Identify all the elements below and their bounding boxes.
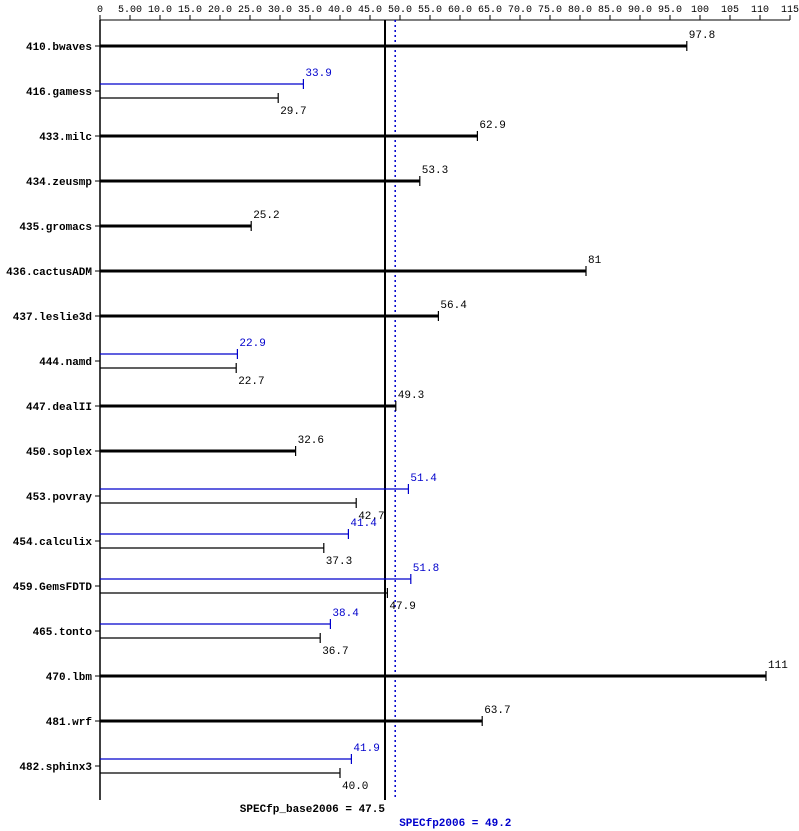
bar-value-label: 41.9: [353, 743, 379, 755]
benchmark-label: 437.leslie3d: [13, 312, 92, 324]
bar-value-label: 63.7: [484, 705, 510, 717]
axis-tick-label: 70.0: [508, 5, 532, 16]
bar-value-label: 38.4: [332, 608, 359, 620]
benchmark-label: 410.bwaves: [26, 42, 92, 54]
axis-tick-label: 110: [751, 5, 769, 16]
benchmark-label: 450.soplex: [26, 447, 92, 459]
spec-benchmark-chart: 0 5.00 10.0 15.0 20.0 25.0 30.0 35.0 40.0 45.0 50.…: [0, 0, 799, 831]
bar-value-label: 47.9: [389, 601, 415, 613]
axis-tick-label: 10.0: [148, 5, 172, 16]
benchmark-label: 416.gamess: [26, 87, 92, 99]
bar-value-label: 62.9: [479, 120, 505, 132]
axis-tick-label: 25.0: [238, 5, 262, 16]
bar-value-label: 32.6: [298, 435, 324, 447]
ref-label-base: SPECfp_base2006 = 47.5: [240, 804, 386, 816]
benchmark-label: 435.gromacs: [19, 222, 92, 234]
benchmark-label: 444.namd: [39, 357, 92, 369]
axis-tick-label: 65.0: [478, 5, 502, 16]
axis-tick-label: 40.0: [328, 5, 352, 16]
bar-value-label: 40.0: [342, 781, 368, 793]
bar-value-label: 37.3: [326, 556, 352, 568]
bar-value-label: 33.9: [305, 68, 331, 80]
axis-tick-label: 15.0: [178, 5, 202, 16]
axis-tick-label: 75.0: [538, 5, 562, 16]
axis-tick-label: 55.0: [418, 5, 442, 16]
benchmark-label: 481.wrf: [46, 717, 93, 729]
axis-tick-label: 90.0: [628, 5, 652, 16]
bar-value-label: 56.4: [440, 300, 467, 312]
ref-label-peak: SPECfp2006 = 49.2: [399, 818, 511, 830]
bar-value-label: 97.8: [689, 30, 715, 42]
axis-tick-label: 85.0: [598, 5, 622, 16]
axis-tick-label: 60.0: [448, 5, 472, 16]
axis-tick-label: 50.0: [388, 5, 412, 16]
benchmark-label: 465.tonto: [33, 627, 93, 639]
bar-value-label: 22.9: [239, 338, 265, 350]
benchmark-label: 470.lbm: [46, 672, 93, 684]
axis-tick-label: 105: [721, 5, 739, 16]
axis-tick-label: 35.0: [298, 5, 322, 16]
axis-tick-label: 0: [97, 5, 103, 16]
bar-value-label: 36.7: [322, 646, 348, 658]
benchmark-label: 482.sphinx3: [19, 762, 92, 774]
bar-value-label: 49.3: [398, 390, 424, 402]
axis-tick-label: 30.0: [268, 5, 292, 16]
axis-tick-label: 100: [691, 5, 709, 16]
benchmark-label: 434.zeusmp: [26, 177, 92, 189]
bar-value-label: 51.4: [410, 473, 437, 485]
bar-value-label: 41.4: [350, 518, 377, 530]
axis-tick-label: 45.0: [358, 5, 382, 16]
bar-value-label: 53.3: [422, 165, 448, 177]
bar-value-label: 29.7: [280, 106, 306, 118]
benchmark-label: 433.milc: [39, 132, 92, 144]
axis-tick-label: 20.0: [208, 5, 232, 16]
benchmark-label: 453.povray: [26, 492, 92, 504]
benchmark-label: 459.GemsFDTD: [13, 582, 93, 594]
axis-tick-label: 5.00: [118, 5, 142, 16]
bar-value-label: 22.7: [238, 376, 264, 388]
axis-tick-label: 80.0: [568, 5, 592, 16]
axis-tick-label: 115: [781, 5, 799, 16]
axis-tick-label: 95.0: [658, 5, 682, 16]
bar-value-label: 111: [768, 660, 788, 672]
benchmark-label: 436.cactusADM: [6, 267, 92, 279]
benchmark-label: 454.calculix: [13, 537, 93, 549]
bar-value-label: 81: [588, 255, 602, 267]
bar-value-label: 25.2: [253, 210, 279, 222]
benchmark-label: 447.dealII: [26, 402, 92, 414]
bar-value-label: 51.8: [413, 563, 439, 575]
